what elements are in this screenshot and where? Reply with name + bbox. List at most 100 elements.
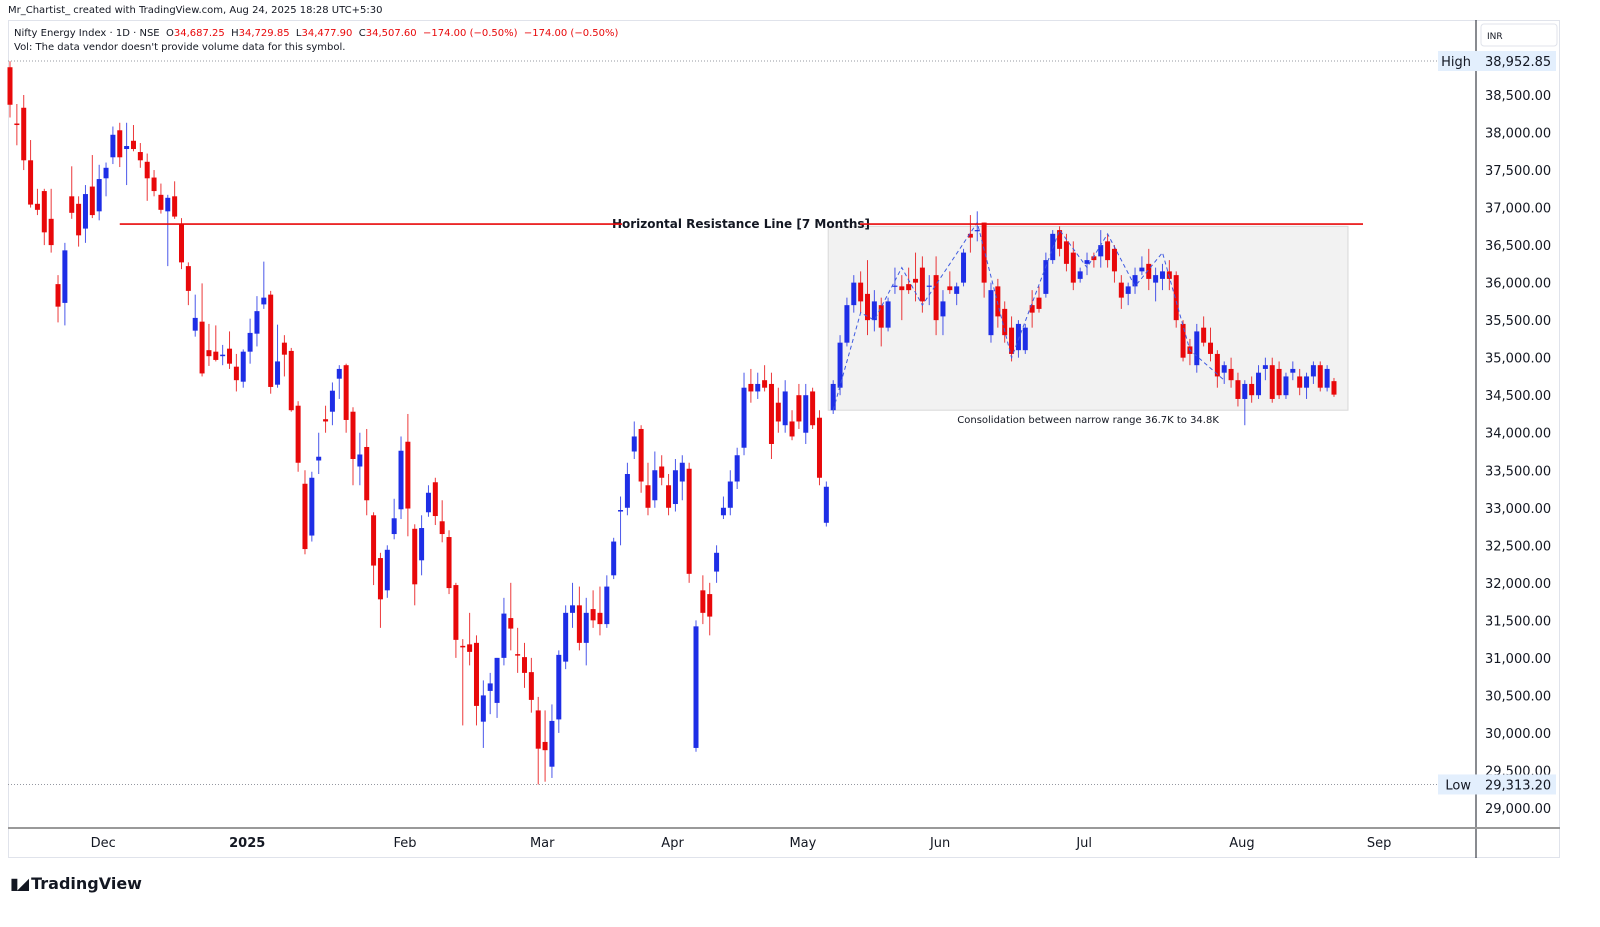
candle bbox=[103, 162, 109, 197]
tradingview-logo[interactable]: ▮◢ TradingView bbox=[10, 874, 142, 893]
candle-body bbox=[899, 286, 905, 291]
candle-body bbox=[1118, 282, 1124, 298]
candle-body bbox=[28, 160, 34, 205]
candle-body bbox=[1070, 252, 1076, 283]
candle-body bbox=[755, 383, 761, 392]
candle-body bbox=[1317, 365, 1323, 388]
candle-body bbox=[597, 612, 603, 625]
candle bbox=[871, 290, 877, 332]
y-tick-label: 37,500.00 bbox=[1485, 164, 1551, 179]
candle bbox=[1084, 252, 1090, 276]
candle bbox=[782, 380, 788, 433]
candle-body bbox=[1063, 241, 1069, 264]
candle bbox=[803, 383, 809, 444]
candle bbox=[1180, 320, 1186, 362]
candle-body bbox=[940, 301, 946, 317]
candle bbox=[137, 143, 143, 168]
candle-body bbox=[1139, 267, 1145, 272]
candle-body bbox=[405, 441, 411, 509]
candle bbox=[206, 323, 212, 366]
candle-body bbox=[995, 286, 1001, 317]
candle bbox=[1125, 282, 1131, 306]
y-tick-label: 32,500.00 bbox=[1485, 539, 1551, 554]
candle bbox=[158, 183, 164, 214]
candle bbox=[933, 256, 939, 336]
candle-body bbox=[96, 179, 102, 212]
candle-body bbox=[913, 278, 919, 283]
candle bbox=[329, 382, 335, 426]
candle-body bbox=[906, 284, 912, 291]
candle bbox=[768, 372, 774, 459]
candle-body bbox=[227, 348, 233, 364]
candle bbox=[233, 353, 239, 392]
candle bbox=[1043, 252, 1049, 298]
candle bbox=[371, 512, 377, 586]
candle-body bbox=[34, 203, 40, 210]
candle bbox=[775, 387, 781, 433]
candle-body bbox=[865, 293, 870, 321]
candle-body bbox=[21, 107, 27, 161]
candle bbox=[816, 410, 822, 486]
candle-body bbox=[672, 470, 678, 505]
candle bbox=[1310, 361, 1316, 384]
change-value-2: −174.00 (−0.50%) bbox=[523, 28, 619, 39]
candle bbox=[1091, 252, 1097, 268]
candle-body bbox=[261, 297, 267, 305]
tradingview-logo-icon: ▮◢ bbox=[10, 874, 29, 893]
candle bbox=[988, 282, 994, 343]
candle bbox=[563, 605, 569, 670]
candle-body bbox=[1166, 271, 1172, 279]
candle-body bbox=[350, 411, 356, 459]
symbol-legend: Nifty Energy Index · 1D · NSE O34,687.25… bbox=[14, 27, 618, 55]
candle bbox=[590, 590, 596, 628]
candle bbox=[1297, 368, 1303, 396]
candle bbox=[659, 455, 665, 486]
candle-body bbox=[62, 250, 68, 303]
candle-body bbox=[967, 233, 973, 238]
symbol-name[interactable]: Nifty Energy Index · 1D · NSE bbox=[14, 28, 160, 39]
candle-body bbox=[487, 683, 493, 691]
candle bbox=[604, 575, 610, 628]
candle bbox=[185, 262, 191, 306]
candle bbox=[1057, 226, 1063, 257]
candle bbox=[172, 181, 178, 219]
candle-body bbox=[535, 710, 541, 749]
candle-body bbox=[768, 383, 774, 444]
candle bbox=[1262, 357, 1268, 381]
candle-body bbox=[1132, 275, 1138, 287]
candle-body bbox=[1022, 327, 1028, 351]
candle bbox=[192, 294, 198, 337]
candle bbox=[130, 125, 136, 152]
candle bbox=[1324, 365, 1330, 392]
y-tick-label: 35,000.00 bbox=[1485, 352, 1551, 367]
candle bbox=[62, 242, 68, 326]
candle bbox=[583, 597, 589, 666]
candle bbox=[624, 462, 630, 516]
volume-note: Vol: The data vendor doesn't provide vol… bbox=[14, 42, 346, 53]
candle-body bbox=[659, 466, 665, 478]
candle bbox=[755, 372, 761, 399]
candle-body bbox=[377, 558, 383, 600]
candle-body bbox=[137, 152, 143, 161]
candle-body bbox=[1009, 327, 1015, 354]
x-tick-label: May bbox=[789, 836, 816, 851]
candle bbox=[515, 627, 521, 673]
candle-body bbox=[89, 186, 95, 216]
y-tick-label: 32,000.00 bbox=[1485, 577, 1551, 592]
candle bbox=[480, 680, 486, 748]
candle bbox=[1111, 245, 1117, 283]
candle bbox=[76, 196, 82, 247]
candle-body bbox=[1283, 376, 1289, 396]
candle-body bbox=[556, 654, 562, 720]
candle-body bbox=[954, 286, 960, 294]
candle bbox=[727, 470, 733, 516]
candle-body bbox=[652, 470, 658, 501]
candle-body bbox=[515, 654, 521, 656]
candle-body bbox=[55, 284, 61, 307]
candle bbox=[885, 297, 891, 332]
y-tick-label: 29,000.00 bbox=[1485, 802, 1551, 817]
candle-body bbox=[151, 177, 157, 192]
candle-body bbox=[871, 301, 877, 321]
candle bbox=[1256, 365, 1262, 399]
